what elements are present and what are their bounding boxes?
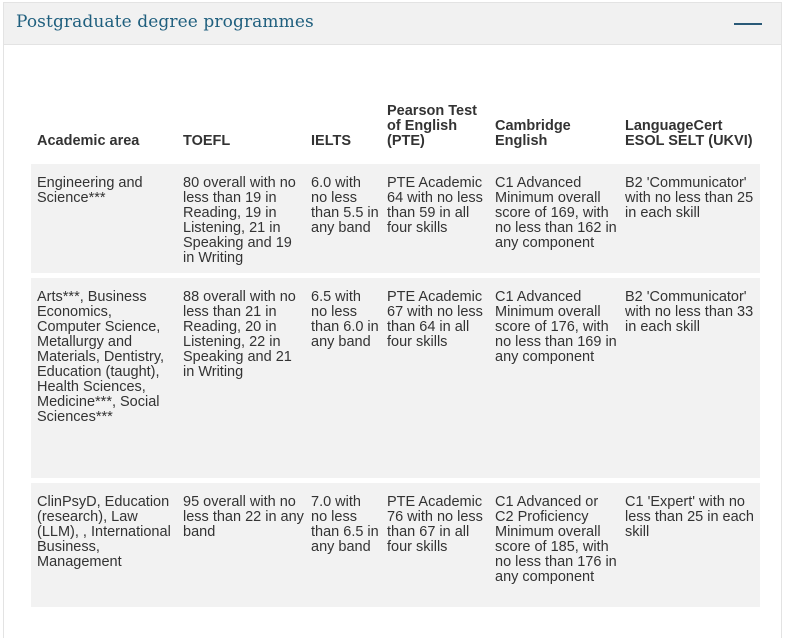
table-row: Arts***, Business Economics, Computer Sc… [31, 278, 760, 478]
cell-toefl: 80 overall with no less than 19 in Readi… [177, 164, 305, 273]
header-toefl: TOEFL [183, 133, 231, 149]
header-academic-area: Academic area [37, 133, 140, 149]
cell-cambridge: C1 Advanced Minimum overall score of 169… [489, 164, 619, 273]
cell-ielts: 7.0 with no less than 6.5 in any band [305, 483, 381, 607]
cell-cambridge: C1 Advanced or C2 Proficiency Minimum ov… [489, 483, 619, 607]
header-languagecert: LanguageCert ESOL SELT (UKVI) [625, 118, 753, 149]
cell-area: Engineering and Science*** [31, 164, 177, 273]
requirements-table: Academic area TOEFL IELTS Pearson Test o… [31, 99, 760, 612]
cell-pte: PTE Academic 76 with no less than 67 in … [381, 483, 489, 607]
cell-languagecert: B2 'Communicator' with no less than 25 i… [619, 164, 760, 273]
cell-languagecert: B2 'Communicator' with no less than 33 i… [619, 278, 760, 478]
table-header-row: Academic area TOEFL IELTS Pearson Test o… [31, 104, 760, 159]
cell-ielts: 6.5 with no less than 6.0 in any band [305, 278, 381, 478]
postgraduate-panel: Postgraduate degree programmes Academic … [3, 2, 782, 638]
header-ielts: IELTS [311, 133, 352, 149]
minus-icon[interactable] [734, 23, 762, 25]
cell-toefl: 95 overall with no less than 22 in any b… [177, 483, 305, 607]
cell-ielts: 6.0 with no less than 5.5 in any band [305, 164, 381, 273]
cell-toefl: 88 overall with no less than 21 in Readi… [177, 278, 305, 478]
cell-pte: PTE Academic 64 with no less than 59 in … [381, 164, 489, 273]
panel-title: Postgraduate degree programmes [16, 12, 314, 32]
table-row: ClinPsyD, Education (research), Law (LLM… [31, 483, 760, 607]
cell-area: ClinPsyD, Education (research), Law (LLM… [31, 483, 177, 607]
header-cambridge: Cambridge English [495, 118, 571, 149]
cell-area: Arts***, Business Economics, Computer Sc… [31, 278, 177, 478]
table-row: Engineering and Science*** 80 overall wi… [31, 164, 760, 273]
cell-cambridge: C1 Advanced Minimum overall score of 176… [489, 278, 619, 478]
header-pte: Pearson Test of English (PTE) [387, 103, 477, 149]
requirements-table-wrapper: Academic area TOEFL IELTS Pearson Test o… [31, 104, 760, 612]
cell-languagecert: C1 'Expert' with no less than 25 in each… [619, 483, 760, 607]
cell-pte: PTE Academic 67 with no less than 64 in … [381, 278, 489, 478]
panel-header[interactable]: Postgraduate degree programmes [4, 3, 781, 45]
